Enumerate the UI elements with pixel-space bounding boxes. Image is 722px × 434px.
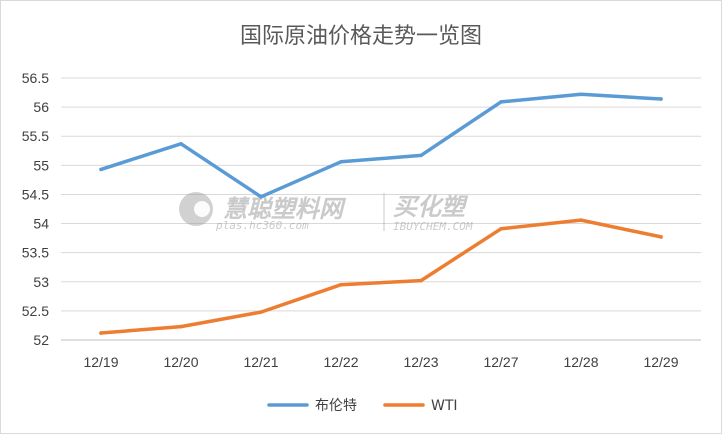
- y-axis-ticks: 52 52.5 53 53.5 54 54.5 55 55.5 56 56.5: [22, 70, 49, 348]
- legend-label: WTI: [431, 398, 458, 414]
- data-point: [99, 331, 103, 335]
- watermark: 慧聪塑料网 plas.hc360.com 买化塑 IBUYCHEM.COM: [179, 192, 473, 233]
- data-point: [339, 282, 343, 287]
- data-point: [579, 218, 583, 222]
- y-tick-label: 56.5: [22, 70, 49, 86]
- x-tick-label: 12/21: [243, 354, 278, 370]
- data-point: [659, 235, 663, 239]
- y-tick-label: 52: [33, 332, 49, 348]
- x-tick-label: 12/28: [563, 354, 598, 370]
- y-tick-label: 55.5: [22, 128, 49, 144]
- series-lines: [99, 92, 663, 335]
- x-tick-label: 12/29: [643, 354, 678, 370]
- data-point: [499, 226, 503, 231]
- x-tick-label: 12/19: [83, 354, 118, 370]
- data-point: [179, 141, 183, 146]
- x-tick-label: 12/22: [323, 354, 358, 370]
- y-tick-label: 53.5: [22, 245, 49, 261]
- data-point: [579, 92, 583, 97]
- watermark-left-sub: plas.hc360.com: [215, 219, 309, 232]
- data-point: [659, 97, 663, 101]
- watermark-left-text: 慧聪塑料网: [223, 195, 347, 223]
- y-tick-label: 53: [33, 274, 49, 290]
- data-point: [499, 100, 503, 104]
- data-point: [419, 153, 423, 158]
- data-point: [179, 324, 183, 329]
- y-tick-label: 54: [33, 216, 49, 232]
- y-tick-label: 56: [33, 99, 49, 115]
- watermark-right-text: 买化塑: [393, 193, 469, 221]
- x-tick-label: 12/20: [163, 354, 198, 370]
- x-tick-label: 12/23: [403, 354, 438, 370]
- chart-title: 国际原油价格走势一览图: [240, 24, 482, 49]
- data-point: [339, 160, 343, 164]
- y-tick-label: 54.5: [22, 186, 49, 202]
- data-point: [419, 278, 423, 283]
- data-point: [99, 167, 103, 172]
- data-point: [259, 194, 263, 199]
- data-point: [259, 310, 263, 314]
- x-axis-ticks: 12/19 12/20 12/21 12/22 12/23 12/27 12/28 12/29: [83, 354, 678, 370]
- legend-label: 布伦特: [315, 398, 357, 414]
- x-tick-label: 12/27: [483, 354, 518, 370]
- series-line-0: [99, 92, 663, 199]
- y-tick-label: 55: [33, 157, 49, 173]
- grid-lines: [61, 77, 701, 341]
- watermark-right-sub: IBUYCHEM.COM: [393, 220, 473, 233]
- y-tick-label: 52.5: [22, 303, 49, 319]
- series-line-1: [99, 218, 663, 335]
- legend: 布伦特 WTI: [267, 398, 458, 414]
- watermark-logo-inner: [194, 201, 210, 217]
